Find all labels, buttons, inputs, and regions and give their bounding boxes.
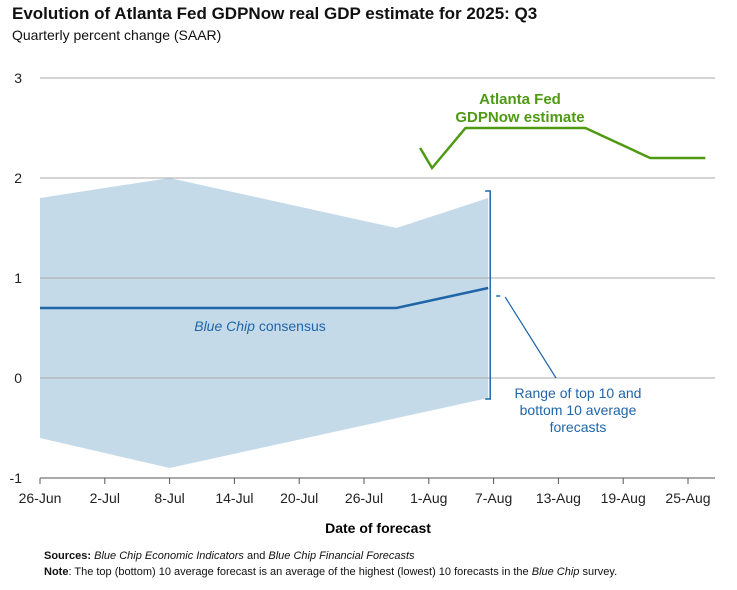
y-tick-label: 3	[14, 70, 22, 86]
sources-and: and	[243, 550, 269, 562]
y-tick-label: 2	[14, 170, 22, 186]
x-tick-label: 26-Jun	[19, 490, 62, 506]
gdpnow-line	[419, 126, 706, 171]
range-label: Range of top 10 and	[515, 385, 642, 401]
y-tick-label: 0	[14, 370, 22, 386]
consensus-line	[40, 286, 489, 310]
footnotes: Sources: Blue Chip Economic Indicators a…	[44, 548, 617, 580]
y-tick-label: -1	[10, 470, 23, 486]
consensus-label-italic: Blue Chip	[194, 318, 255, 334]
x-tick-label: 1-Aug	[410, 490, 447, 506]
x-tick-label: 13-Aug	[536, 490, 581, 506]
range-label: forecasts	[550, 419, 607, 435]
source-2: Blue Chip Financial Forecasts	[268, 550, 415, 562]
consensus-label-rest: consensus	[255, 318, 326, 334]
note-end: survey.	[579, 566, 618, 578]
x-tick-label: 19-Aug	[601, 490, 646, 506]
sources-label: Sources:	[44, 550, 92, 562]
range-label: bottom 10 average	[520, 402, 637, 418]
chart-subtitle: Quarterly percent change (SAAR)	[12, 27, 222, 43]
gdpnow-label: GDPNow estimate	[455, 109, 584, 126]
x-tick-label: 2-Jul	[90, 490, 120, 506]
note-label: Note	[44, 566, 69, 578]
y-tick-label: 1	[14, 270, 22, 286]
note-text: : The top (bottom) 10 average forecast i…	[68, 566, 532, 578]
x-tick-label: 8-Jul	[154, 490, 184, 506]
note-italic: Blue Chip	[531, 566, 580, 578]
forecast-range-band	[40, 178, 489, 468]
consensus-label: Blue Chip consensus	[194, 318, 326, 334]
range-callout-line	[504, 296, 557, 379]
sources-line: Sources: Blue Chip Economic Indicators a…	[44, 548, 617, 564]
x-tick-label: 20-Jul	[280, 490, 318, 506]
x-tick-label: 7-Aug	[475, 490, 512, 506]
x-axis-label: Date of forecast	[325, 520, 431, 536]
x-tick-label: 25-Aug	[665, 490, 710, 506]
range-bracket	[485, 190, 491, 400]
source-1: Blue Chip Economic Indicators	[94, 550, 244, 562]
chart: -1 0 1 2 3 26-Jun 2-Jul 8-Jul 14-Jul 20-Jul 26-Jul…	[10, 70, 715, 536]
x-tick-label: 14-Jul	[215, 490, 253, 506]
x-tick-label: 26-Jul	[345, 490, 383, 506]
gdpnow-label: Atlanta Fed	[479, 91, 561, 108]
chart-title: Evolution of Atlanta Fed GDPNow real GDP…	[12, 4, 538, 23]
note-line: Note: The top (bottom) 10 average foreca…	[44, 564, 617, 580]
